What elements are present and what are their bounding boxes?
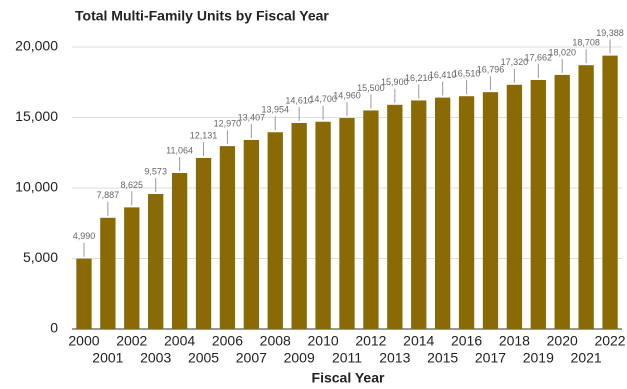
value-label: 14,610: [285, 95, 313, 105]
bar: [315, 121, 331, 329]
bar: [530, 79, 546, 330]
value-label: 13,954: [261, 105, 289, 115]
value-label: 15,500: [357, 83, 385, 93]
y-tick-label: 0: [50, 320, 58, 336]
value-label: 16,210: [405, 73, 433, 83]
bar: [339, 118, 355, 330]
x-tick-label: 2003: [140, 350, 171, 366]
value-label: 12,970: [214, 118, 242, 128]
value-label: 4,990: [73, 231, 96, 241]
value-label: 11,064: [166, 145, 193, 155]
value-label: 18,020: [548, 47, 576, 57]
x-tick-label: 2017: [475, 350, 506, 366]
chart-title: Total Multi-Family Units by Fiscal Year: [75, 8, 329, 24]
bar: [363, 110, 379, 329]
bar: [100, 217, 116, 329]
bar: [458, 96, 475, 329]
bar: [506, 84, 523, 330]
x-tick-label: 2011: [332, 350, 362, 366]
value-label: 19,388: [596, 28, 624, 38]
bar: [578, 65, 594, 330]
x-tick-label: 2004: [164, 333, 195, 349]
x-tick-label: 2002: [116, 333, 147, 349]
x-tick-label: 2018: [499, 333, 530, 349]
value-label: 18,708: [572, 38, 600, 48]
value-label: 16,510: [453, 69, 481, 79]
bar: [435, 97, 451, 329]
y-tick-label: 15,000: [15, 108, 58, 124]
bar: [195, 157, 212, 329]
x-tick-label: 2016: [451, 333, 482, 349]
x-tick-label: 2019: [523, 350, 554, 366]
value-label: 13,407: [238, 112, 266, 122]
x-tick-label: 2021: [571, 350, 602, 366]
bar: [243, 139, 259, 329]
x-tick-label: 2013: [379, 350, 410, 366]
value-label: 9,573: [144, 166, 167, 176]
x-tick-label: 2020: [547, 333, 578, 349]
bar: [148, 194, 164, 329]
value-label: 17,320: [501, 57, 529, 67]
x-tick-label: 2008: [260, 333, 291, 349]
x-tick-label: 2015: [427, 350, 458, 366]
x-tick-label: 2012: [355, 333, 386, 349]
x-tick-label: 2000: [68, 333, 99, 349]
bar: [387, 104, 403, 329]
value-label: 12,131: [190, 130, 218, 140]
bar: [482, 92, 499, 330]
x-tick-label: 2009: [284, 350, 315, 366]
x-tick-label: 2001: [92, 350, 123, 366]
bar: [124, 207, 140, 329]
value-label: 14,960: [333, 90, 361, 100]
x-tick-label: 2006: [212, 333, 243, 349]
y-tick-label: 5,000: [23, 249, 58, 265]
value-label: 17,662: [525, 52, 553, 62]
x-axis-label: Fiscal Year: [312, 370, 385, 386]
bar: [554, 74, 570, 329]
bar: [291, 122, 307, 330]
x-tick-label: 2014: [403, 333, 434, 349]
value-label: 8,625: [121, 180, 144, 190]
x-tick-label: 2022: [594, 333, 625, 349]
y-tick-label: 20,000: [15, 38, 58, 54]
x-tick-label: 2005: [188, 350, 219, 366]
bar: [219, 146, 236, 329]
bar: [76, 258, 92, 329]
bar: [411, 100, 427, 330]
x-tick-label: 2010: [308, 333, 339, 349]
bar: [602, 55, 618, 329]
bar: [267, 132, 283, 329]
value-label: 14,700: [309, 94, 337, 104]
value-label: 16,796: [477, 65, 505, 75]
y-tick-label: 10,000: [15, 179, 58, 195]
bar: [171, 172, 188, 329]
value-label: 16,410: [429, 70, 457, 80]
value-label: 7,887: [97, 190, 120, 200]
value-label: 15,900: [381, 77, 409, 87]
x-tick-label: 2007: [236, 350, 267, 366]
